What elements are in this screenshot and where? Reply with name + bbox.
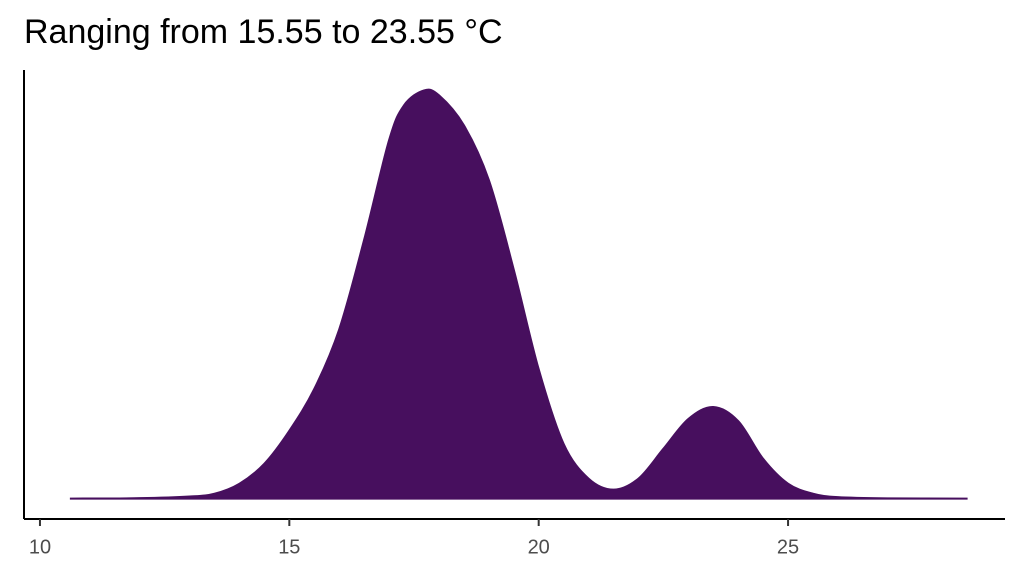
chart-title: Ranging from 15.55 to 23.55 °C [24, 13, 503, 51]
density-area [69, 88, 968, 500]
x-tick-label: 25 [777, 536, 799, 558]
x-tick-label: 10 [29, 536, 51, 558]
x-tick-label: 20 [528, 536, 550, 558]
x-tick-label: 15 [278, 536, 300, 558]
